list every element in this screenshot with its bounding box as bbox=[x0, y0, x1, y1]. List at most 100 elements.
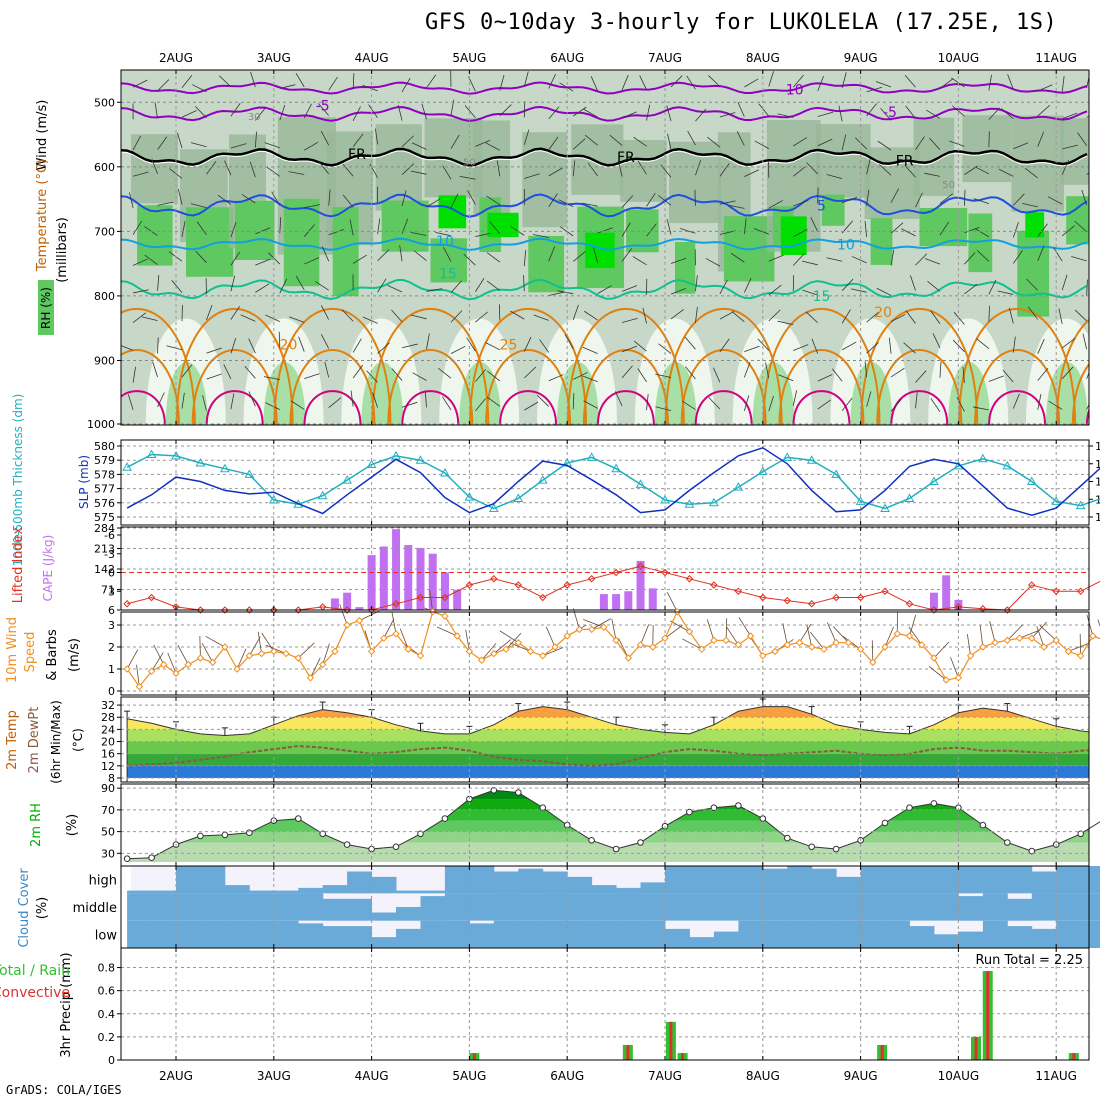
rh2m-point bbox=[344, 842, 350, 848]
cape-bar bbox=[649, 588, 657, 610]
precip-convective-bar bbox=[1072, 1053, 1075, 1060]
cloud-cover-cell-high bbox=[1032, 872, 1057, 894]
cloud-cover-cell-high bbox=[274, 891, 299, 894]
cape-bar bbox=[942, 575, 950, 610]
x-tick-label-bottom: 4AUG bbox=[355, 1069, 389, 1083]
cloud-cover-cell-high bbox=[812, 869, 837, 894]
cloud-cover-cell-low bbox=[592, 921, 617, 948]
wind10m-point bbox=[356, 618, 362, 624]
rh-high-patch bbox=[235, 201, 275, 260]
x-tick-label-bottom: 8AUG bbox=[746, 1069, 780, 1083]
lifted-index-axis-label: Lifted Index bbox=[11, 526, 26, 603]
wind10m-point bbox=[442, 613, 448, 619]
cloud-cover-cell-high bbox=[127, 891, 152, 894]
rh2m-point bbox=[613, 846, 619, 852]
cloud-row-label-middle: middle bbox=[73, 901, 117, 916]
cloud-cover-cell-low bbox=[469, 923, 494, 948]
pressure-tick-label: 1000 bbox=[87, 418, 115, 431]
cloud-cover-cell-middle bbox=[127, 893, 152, 920]
cloud-cover-cell-middle bbox=[200, 893, 225, 920]
cloud-cover-cell-middle bbox=[152, 893, 177, 920]
precip-tick-label: 0.8 bbox=[98, 962, 116, 975]
cape-bar bbox=[612, 594, 620, 610]
cloud-cover-cell-middle bbox=[494, 893, 519, 920]
cloud-cover-cell-low bbox=[323, 926, 348, 948]
cape-tick-label: 71 bbox=[101, 584, 115, 597]
wind10m-point bbox=[344, 622, 350, 628]
wind10m-barb bbox=[885, 627, 894, 647]
temp-band bbox=[121, 729, 1089, 741]
rh-high-patch bbox=[871, 218, 893, 265]
cloud-cover-cell-low bbox=[518, 921, 543, 948]
rh2m-tick-label: 90 bbox=[101, 782, 115, 795]
cloud-cover-cell-low bbox=[445, 921, 470, 948]
cape-bar bbox=[624, 591, 632, 610]
wind10m-barb bbox=[310, 658, 320, 678]
rh2m-axis-label-1: 2m RH bbox=[29, 803, 44, 847]
x-tick-label-top: 2AUG bbox=[159, 51, 193, 65]
slp-tick-label: 1016 bbox=[1095, 440, 1100, 453]
wind10m-barb bbox=[392, 612, 396, 634]
rh-band bbox=[121, 821, 1089, 832]
wind10m-barb bbox=[206, 636, 225, 647]
cloud-cover-cell-low bbox=[836, 921, 861, 948]
cloud-cover-cell-low bbox=[543, 921, 568, 948]
temp2m-tick-label: 24 bbox=[101, 723, 115, 736]
wind-barb bbox=[1096, 113, 1100, 119]
wind10m-barb bbox=[262, 633, 274, 651]
cloud-cover-cell-high bbox=[641, 882, 666, 893]
cloud-cover-cell-high bbox=[200, 866, 225, 893]
wind10m-point bbox=[589, 626, 595, 632]
temp-axis-label-3: (6hr Min/Max) bbox=[49, 700, 63, 784]
rh-saturated-patch bbox=[1025, 212, 1044, 237]
rh-high-patch bbox=[1017, 231, 1049, 317]
wind10m-barb bbox=[707, 619, 714, 640]
cloud-cover-cell-high bbox=[763, 869, 788, 894]
rh2m-point bbox=[222, 832, 228, 838]
rh2m-point bbox=[1005, 840, 1011, 846]
contour-label: 15 bbox=[439, 266, 457, 282]
upper-air-plot bbox=[79, 70, 1100, 425]
cloud-cover-cell-high bbox=[347, 872, 372, 894]
pressure-tick-label: 600 bbox=[94, 161, 115, 174]
rh-high-patch bbox=[333, 207, 359, 296]
wind10m-point bbox=[772, 648, 778, 654]
cloud-cover-cell-middle bbox=[910, 893, 935, 920]
rh2m-axis-label-2: (%) bbox=[65, 814, 80, 837]
cloud-cover-cell-middle bbox=[225, 893, 250, 920]
wind10m-point bbox=[992, 640, 998, 646]
wind10m-barb bbox=[929, 666, 946, 680]
temp2m-plot bbox=[121, 681, 1100, 782]
grads-credit: GrADS: COLA/IGES bbox=[6, 1083, 122, 1097]
rh2m-point bbox=[809, 844, 815, 850]
wind10m-point bbox=[796, 640, 802, 646]
rh-moist-patch bbox=[1060, 118, 1100, 185]
cape-bar bbox=[392, 529, 400, 610]
precip-convective-bar bbox=[626, 1045, 629, 1060]
temp-axis-label-1: 2m Temp bbox=[5, 710, 20, 770]
cloud-cover-cell-low bbox=[689, 937, 714, 948]
precip-convective-bar bbox=[986, 971, 989, 1060]
cloud-cover-cell-low bbox=[983, 921, 1008, 948]
cloud-cover-cell-low bbox=[1032, 929, 1057, 948]
cloud-cover-cell-high bbox=[421, 891, 446, 894]
cloud-cover-cell-middle bbox=[1032, 893, 1057, 920]
wind10m-barb bbox=[799, 624, 811, 643]
wind10m-barb bbox=[783, 623, 787, 645]
temp2m-tick-label: 32 bbox=[101, 699, 115, 712]
precip-tick-label: 0 bbox=[108, 1054, 115, 1067]
rh2m-point bbox=[589, 838, 595, 844]
rh2m-point bbox=[247, 830, 253, 836]
wind10m-axis-label-1: 10m Wind bbox=[5, 617, 20, 683]
rh-axis-label: RH (%) bbox=[39, 287, 53, 329]
rh-moist-patch bbox=[376, 124, 422, 210]
wind10m-point bbox=[283, 651, 289, 657]
cloud-cover-cell-middle bbox=[1056, 893, 1081, 920]
x-tick-label-bottom: 6AUG bbox=[550, 1069, 584, 1083]
x-tick-label-top: 4AUG bbox=[355, 51, 389, 65]
cloud-cover-cell-high bbox=[176, 866, 201, 893]
rh2m-tick-label: 30 bbox=[101, 847, 115, 860]
wind10m-point bbox=[760, 653, 766, 659]
wind10m-axis-label-2: Speed bbox=[23, 632, 38, 673]
rh-moist-patch bbox=[522, 132, 567, 227]
